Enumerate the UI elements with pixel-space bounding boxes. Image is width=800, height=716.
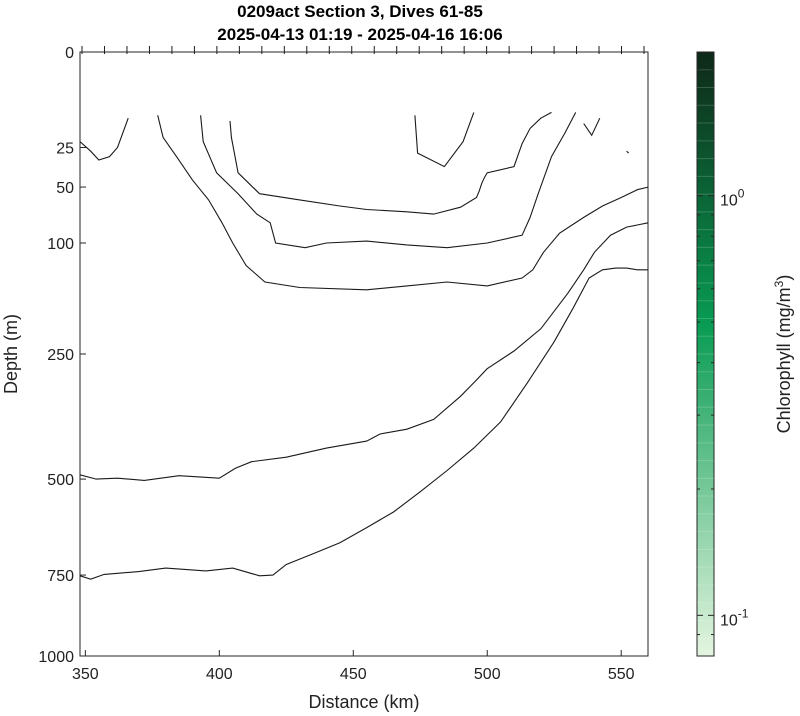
colorbar-scale [696,51,715,657]
contour-line-7 [79,222,649,481]
plot-frame [79,51,649,657]
colorbar: 100 10-1 Chlorophyll (mg/m3) [696,51,794,657]
contour-line-5 [583,117,601,137]
y-tick-label: 250 [47,347,74,364]
contour-line-8 [79,267,648,580]
y-tick-label: 0 [65,45,74,62]
contour-line-3 [157,115,649,291]
y-tick-label: 25 [56,141,74,158]
y-tick-label: 1000 [38,649,74,666]
contour-line-1 [229,111,552,215]
colorbar-label: Chlorophyll (mg/m3) [772,275,794,434]
contour-line-0 [79,118,129,161]
x-tick-label: 350 [72,666,99,683]
x-tick-label: 400 [206,666,233,683]
y-tick-label: 750 [47,568,74,585]
colorbar-bands [697,69,714,639]
chart-subtitle: 2025-04-13 01:19 - 2025-04-16 16:06 [217,25,502,44]
y-tick-label: 100 [47,236,74,253]
x-tick-label: 500 [474,666,501,683]
x-tick-label: 550 [608,666,635,683]
contour-line-6 [626,150,630,154]
colorbar-tick-label: 10-1 [720,606,749,629]
plot-area: 350 400 450 500 550 0 25 50 100 250 500 750 1000 [38,45,649,683]
contour-line-4 [414,112,475,168]
y-axis: 0 25 50 100 250 500 750 1000 [38,45,86,666]
dive-markers [81,46,645,54]
colorbar-tick-label: 100 [720,187,745,210]
x-tick-label: 450 [340,666,367,683]
x-axis: 350 400 450 500 550 [72,650,635,683]
y-axis-label: Depth (m) [1,314,21,394]
y-tick-label: 500 [47,472,74,489]
colorbar-label-text: Chlorophyll (mg/m [774,287,794,433]
chart-title: 0209act Section 3, Dives 61-85 [237,2,483,21]
y-tick-label: 50 [56,180,74,197]
colorbar-label-close: ) [774,275,794,281]
contour-lines [79,111,649,580]
contour-line-2 [200,112,577,249]
colorbar-ticks: 100 10-1 [697,68,749,657]
x-axis-label: Distance (km) [308,692,419,712]
colorbar-label-sup: 3 [772,280,786,287]
